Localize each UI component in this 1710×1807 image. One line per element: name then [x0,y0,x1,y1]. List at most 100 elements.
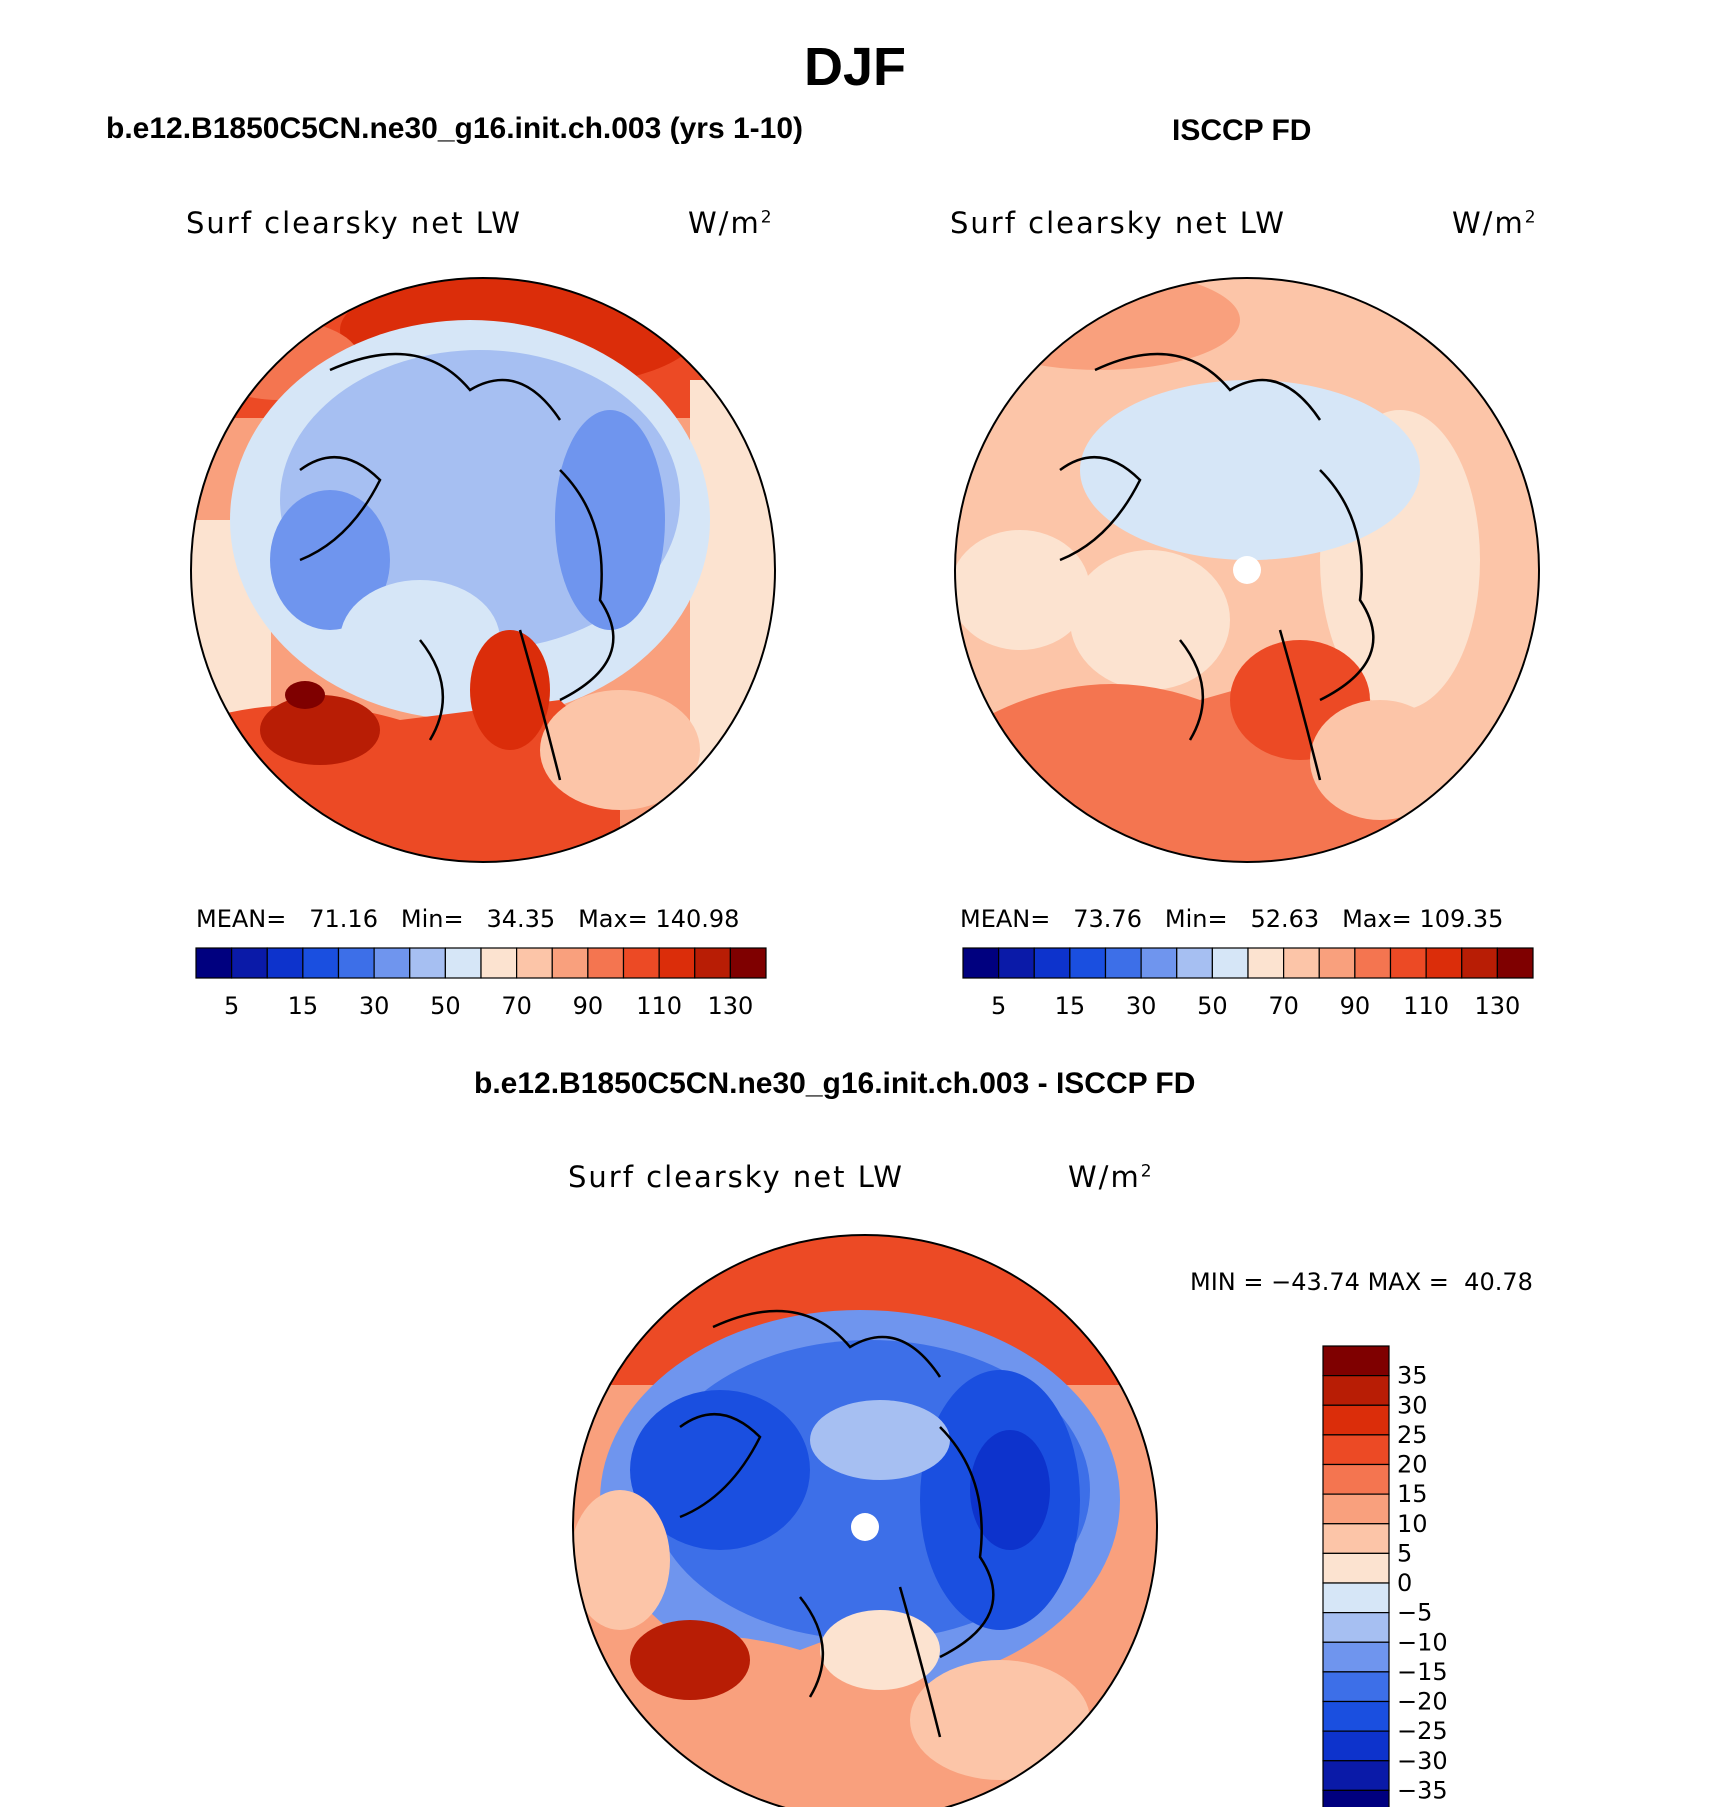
colorbar-obs: 5 15 30 50 70 90 110 130 [962,947,1534,1020]
colorbar-diff-swatch [1322,1463,1390,1495]
colorbar-model-swatch [195,947,233,979]
colorbar-diff-tick-label: 20 [1397,1451,1428,1479]
colorbar-diff-tick-label: 5 [1397,1539,1412,1567]
colorbar-obs-tick-label: 50 [1197,992,1228,1020]
colorbar-obs-tick-label: 90 [1340,992,1371,1020]
colorbar-diff-tick-label: −20 [1397,1688,1448,1716]
colorbar-diff-swatch [1322,1789,1390,1807]
colorbar-model-swatch [551,947,589,979]
colorbar-model-tick-label: 5 [224,992,239,1020]
variable-label-diff: Surf clearsky net LW [568,1160,904,1194]
colorbar-model-swatch [302,947,340,979]
colorbar-diff-swatch [1322,1345,1390,1377]
colorbar-obs-swatch [1283,947,1320,979]
colorbar-diff-tick-label: −15 [1397,1658,1448,1686]
colorbar-model-swatch [266,947,304,979]
panel-title-model: b.e12.B1850C5CN.ne30_g16.init.ch.003 (yr… [106,112,804,145]
map-diff-pole-gap [851,1513,879,1541]
colorbar-diff-tick-label: −25 [1397,1717,1448,1745]
panel-title-obs: ISCCP FD [1172,114,1312,147]
map-model-region-east-edge [690,380,775,800]
colorbar-obs-tick-label: 130 [1474,992,1520,1020]
colorbar-obs-swatch [1176,947,1213,979]
colorbar-obs-swatch [1247,947,1285,979]
variable-label-obs: Surf clearsky net LW [950,206,1286,240]
colorbar-model-swatch [516,947,553,979]
colorbar-diff-swatch [1322,1404,1390,1436]
map-diff-region-labrador [630,1620,750,1700]
colorbar-model-tick-label: 30 [359,992,390,1020]
colorbar-diff-swatch [1322,1375,1390,1406]
colorbar-obs-tick-label: 70 [1268,992,1299,1020]
colorbar-diff-swatch [1322,1641,1390,1673]
colorbar-diff-swatch [1322,1612,1390,1643]
colorbar-model-swatch [373,947,411,979]
colorbar-model-swatch [444,947,482,979]
map-diff-boundary [572,1234,1158,1807]
map-diff-region-scandinavia [910,1660,1090,1780]
colorbar-diff-tick-label: 25 [1397,1421,1428,1449]
map-model-region-norwegian-sea [470,630,550,750]
colorbar-obs-swatch [1069,947,1107,979]
colorbar-obs-swatch [998,947,1035,979]
map-obs-boundary [954,277,1540,863]
map-model-region-scandinavia [540,690,700,810]
colorbar-diff-tick-label: 10 [1397,1510,1428,1538]
map-model-region-labrador [260,695,380,765]
colorbar-obs-swatch [1140,947,1178,979]
colorbar-obs-swatch [1104,947,1142,979]
colorbar-obs-tick-label: 5 [991,992,1006,1020]
colorbar-diff-tick-label: 0 [1397,1569,1412,1597]
units-label-diff: W/m2 [1068,1160,1154,1194]
map-diff-region-norwegian-sea [820,1610,940,1690]
colorbar-obs-swatch [1354,947,1392,979]
colorbar-model-tick-label: 130 [707,992,753,1020]
colorbar-diff-swatch [1322,1760,1390,1791]
colorbar-obs-tick-label: 110 [1403,992,1449,1020]
colorbar-diff-swatch [1322,1434,1390,1466]
panel-title-diff: b.e12.B1850C5CN.ne30_g16.init.ch.003 - I… [474,1067,1196,1100]
colorbar-model-swatch [587,947,625,979]
colorbar-model-swatch [622,947,660,979]
colorbar-model-tick-label: 110 [636,992,682,1020]
map-model-region-labrador-max [285,681,325,709]
colorbar-obs-swatch [1211,947,1249,979]
map-model-boundary [190,277,776,863]
map-obs [954,277,1540,863]
colorbar-model-swatch [694,947,731,979]
colorbar-diff-tick-label: 15 [1397,1480,1428,1508]
stats-diff: MIN = −43.74 MAX = 40.78 [1190,1268,1533,1296]
colorbar-model-tick-label: 15 [288,992,319,1020]
units-label-obs: W/m2 [1452,206,1538,240]
colorbar-diff-swatch [1322,1552,1390,1584]
map-model-region-siberia [555,410,665,630]
colorbar-model-tick-label: 50 [430,992,461,1020]
colorbar-model-swatch [231,947,268,979]
colorbar-diff-swatch [1322,1671,1390,1703]
stats-model: MEAN= 71.16 Min= 34.35 Max= 140.98 [196,905,740,933]
colorbar-model-swatch [480,947,518,979]
colorbar-diff-swatch [1322,1582,1390,1614]
colorbar-diff-tick-label: −35 [1397,1776,1448,1804]
map-obs-region-archipelago [1070,550,1230,690]
colorbar-model-swatch [409,947,446,979]
colorbar-diff-swatch [1322,1730,1390,1762]
map-diff-region-archipelago [630,1390,810,1550]
map-diff-region-siberia-core [970,1430,1050,1550]
map-obs-region-canada [955,530,1090,650]
map-diff-region-central-arctic [810,1400,950,1480]
map-obs-region-scandinavia [1310,700,1450,820]
map-obs-coastlines [1059,352,1375,781]
map-diff-coastlines [679,1309,995,1738]
stats-obs: MEAN= 73.76 Min= 52.63 Max= 109.35 [960,905,1504,933]
colorbar-obs-tick-label: 30 [1126,992,1157,1020]
colorbar-obs-swatch [1461,947,1498,979]
map-obs-region-pacific [960,278,1240,370]
colorbar-diff-tick-label: 30 [1397,1391,1428,1419]
map-model [190,277,776,863]
colorbar-model-tick-label: 90 [573,992,604,1020]
colorbar-diff-swatch [1322,1700,1390,1732]
colorbar-obs-swatch [962,947,1000,979]
